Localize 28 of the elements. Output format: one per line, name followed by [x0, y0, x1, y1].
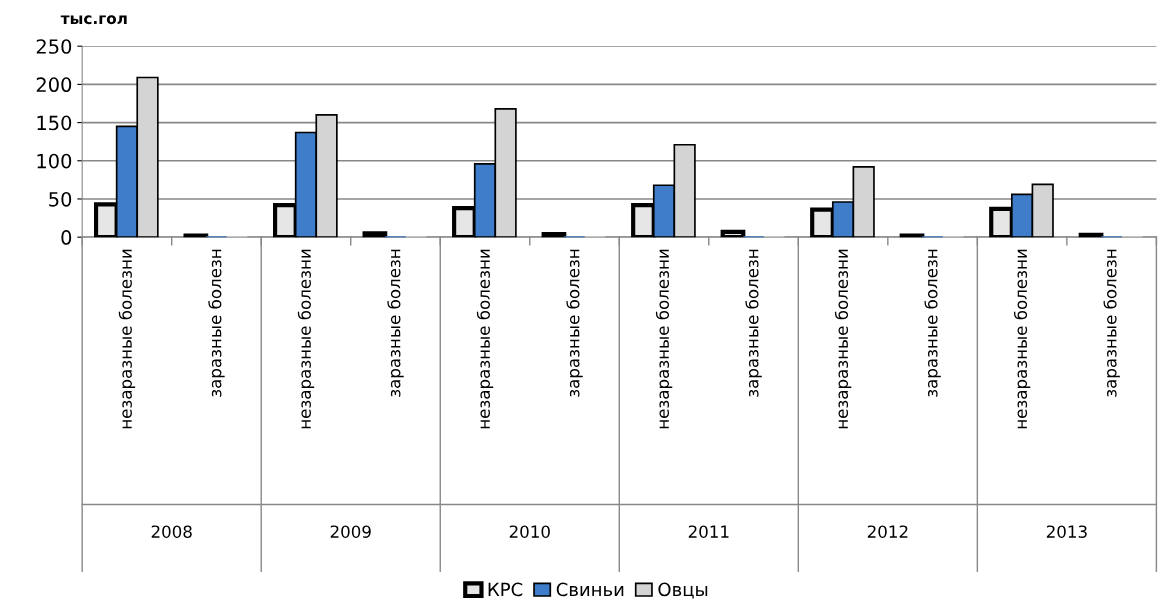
- y-tick-label: 100: [37, 153, 72, 169]
- text: 2013: [1046, 525, 1087, 538]
- x-tick-label: заразные болезн: [208, 249, 225, 397]
- x-tick-label: заразные болезн: [387, 249, 404, 397]
- legend-label: КРС: [488, 582, 523, 597]
- x-tick-label: незаразные болезни: [655, 249, 673, 429]
- text: 2010: [509, 525, 550, 538]
- legend-label: Овцы: [658, 582, 708, 599]
- x-tick-label: незаразные болезни: [1013, 249, 1031, 429]
- y-tick-label: 150: [37, 115, 72, 131]
- y-tick-label: 250: [36, 39, 72, 54]
- y-tick-label: 200: [36, 77, 72, 93]
- text: 2008: [151, 525, 192, 538]
- text: 2009: [330, 525, 371, 538]
- legend-label: Свиньи: [556, 582, 624, 597]
- x-tick-label: заразные болезн: [924, 249, 941, 397]
- x-tick-label: заразные болезн: [566, 249, 583, 397]
- x-tick-label: незаразные болезни: [834, 249, 852, 429]
- x-tick-label: незаразные болезни: [118, 249, 136, 429]
- y-tick-label: 50: [49, 191, 72, 207]
- text: 2011: [688, 525, 729, 538]
- x-tick-label: заразные болезн: [745, 249, 762, 397]
- y-axis-title: тыс.гол: [60, 15, 127, 25]
- y-tick-label: 0: [61, 230, 72, 245]
- x-tick-label: заразные болезн: [1103, 249, 1120, 397]
- text: 2012: [867, 525, 908, 538]
- x-tick-label: незаразные болезни: [297, 249, 315, 429]
- x-tick-label: незаразные болезни: [476, 249, 494, 429]
